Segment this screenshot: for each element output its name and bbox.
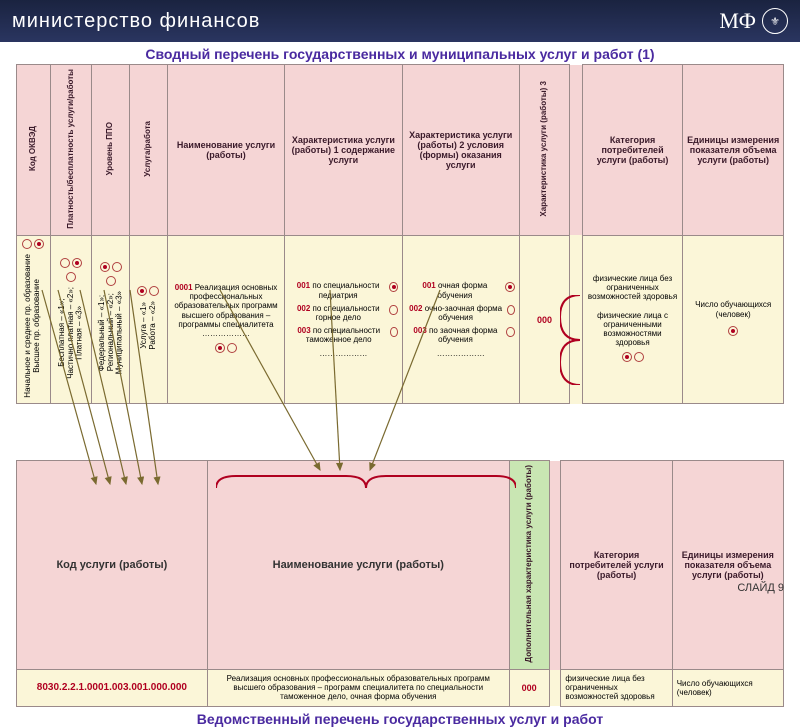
top-body-row: Начальное и среднее пр. образование Высш…: [17, 235, 784, 404]
logo-text: МФ: [719, 8, 756, 34]
top-body-cell: Начальное и среднее пр. образование Высш…: [17, 235, 51, 404]
bottom-header-row: Код услуги (работы)Наименование услуги (…: [17, 461, 784, 670]
top-header-cell: Единицы измерения показателя объема услу…: [683, 65, 784, 236]
top-body-cell: 0001 Реализация основных профессиональны…: [167, 235, 284, 404]
radio-icon: [72, 258, 82, 268]
slide-number: СЛАЙД 9: [737, 582, 784, 594]
top-header-cell: Уровень ППО: [92, 65, 130, 236]
top-body-cell: Число обучающихся (человек): [683, 235, 784, 404]
radio-icon: [137, 286, 147, 296]
bottom-table-wrap: Код услуги (работы)Наименование услуги (…: [0, 460, 800, 706]
radio-icon: [34, 239, 44, 249]
bottom-header-cell: Код услуги (работы): [17, 461, 208, 670]
top-header-cell: Категория потребителей услуги (работы): [582, 65, 683, 236]
radio-icon: [112, 262, 122, 272]
top-header-cell: Наименование услуги (работы): [167, 65, 284, 236]
radio-icon: [106, 276, 116, 286]
top-header-cell: [570, 65, 583, 236]
top-header-cell: Услуга/работа: [130, 65, 168, 236]
radio-icon: [728, 326, 738, 336]
bottom-body-cell: Реализация основных профессиональных обр…: [207, 670, 509, 707]
top-body-cell: 001 по специальности педиатрия002 по спе…: [285, 235, 402, 404]
bottom-header-cell: [549, 461, 561, 670]
top-header-cell: Характеристика услуги (работы) 1 содержа…: [285, 65, 402, 236]
radio-icon: [389, 282, 397, 292]
bottom-header-cell: Единицы измерения показателя объема услу…: [672, 461, 783, 670]
top-body-cell: Услуга – «1» Работа – «2»: [130, 235, 168, 404]
radio-icon: [100, 262, 110, 272]
bottom-header-cell: Дополнительная характеристика услуги (ра…: [509, 461, 549, 670]
ministry-title: министерство финансов: [12, 10, 260, 33]
bottom-body-cell: физические лица без ограниченных возможн…: [561, 670, 672, 707]
radio-icon: [22, 239, 32, 249]
radio-icon: [66, 272, 76, 282]
bottom-heading: Ведомственный перечень государственных у…: [0, 707, 800, 727]
top-header-cell: Характеристика услуги (работы) 3: [519, 65, 569, 236]
top-body-cell: 000: [519, 235, 569, 404]
radio-icon: [389, 305, 397, 315]
top-body-cell: Федеральный – «1»; Региональный – «2»; М…: [92, 235, 130, 404]
emblem-icon: ⚜: [762, 8, 788, 34]
bottom-header-cell: Категория потребителей услуги (работы): [561, 461, 672, 670]
top-table-wrap: Код ОКВЭДПлатность/бесплатность услуги/р…: [0, 64, 800, 404]
top-body-cell: физические лица без ограниченных возможн…: [582, 235, 683, 404]
radio-icon: [60, 258, 70, 268]
radio-icon: [507, 305, 515, 315]
top-body-cell: 001 очная форма обучения002 очно-заочная…: [402, 235, 519, 404]
top-header-cell: Платность/бесплатность услуги/работы: [50, 65, 92, 236]
top-header-cell: Код ОКВЭД: [17, 65, 51, 236]
bottom-body-cell: 000: [509, 670, 549, 707]
top-header-row: Код ОКВЭДПлатность/бесплатность услуги/р…: [17, 65, 784, 236]
bottom-body-cell: 8030.2.2.1.0001.003.001.000.000: [17, 670, 208, 707]
bottom-body-row: 8030.2.2.1.0001.003.001.000.000Реализаци…: [17, 670, 784, 707]
radio-icon: [227, 343, 237, 353]
top-header-cell: Характеристика услуги (работы) 2 условия…: [402, 65, 519, 236]
top-table: Код ОКВЭДПлатность/бесплатность услуги/р…: [16, 64, 784, 404]
header-banner: министерство финансов МФ ⚜: [0, 0, 800, 42]
bottom-body-cell: Число обучающихся (человек): [672, 670, 783, 707]
top-body-cell: Бесплатная – «1»; Частично платная – «2»…: [50, 235, 92, 404]
top-heading: Сводный перечень государственных и муниц…: [0, 42, 800, 64]
radio-icon: [634, 352, 644, 362]
bottom-table: Код услуги (работы)Наименование услуги (…: [16, 460, 784, 706]
radio-icon: [505, 282, 515, 292]
radio-icon: [215, 343, 225, 353]
radio-icon: [390, 327, 397, 337]
radio-icon: [149, 286, 159, 296]
radio-icon: [506, 327, 515, 337]
bottom-header-cell: Наименование услуги (работы): [207, 461, 509, 670]
logo-block: МФ ⚜: [719, 8, 788, 34]
radio-icon: [622, 352, 632, 362]
bottom-body-cell: [549, 670, 561, 707]
